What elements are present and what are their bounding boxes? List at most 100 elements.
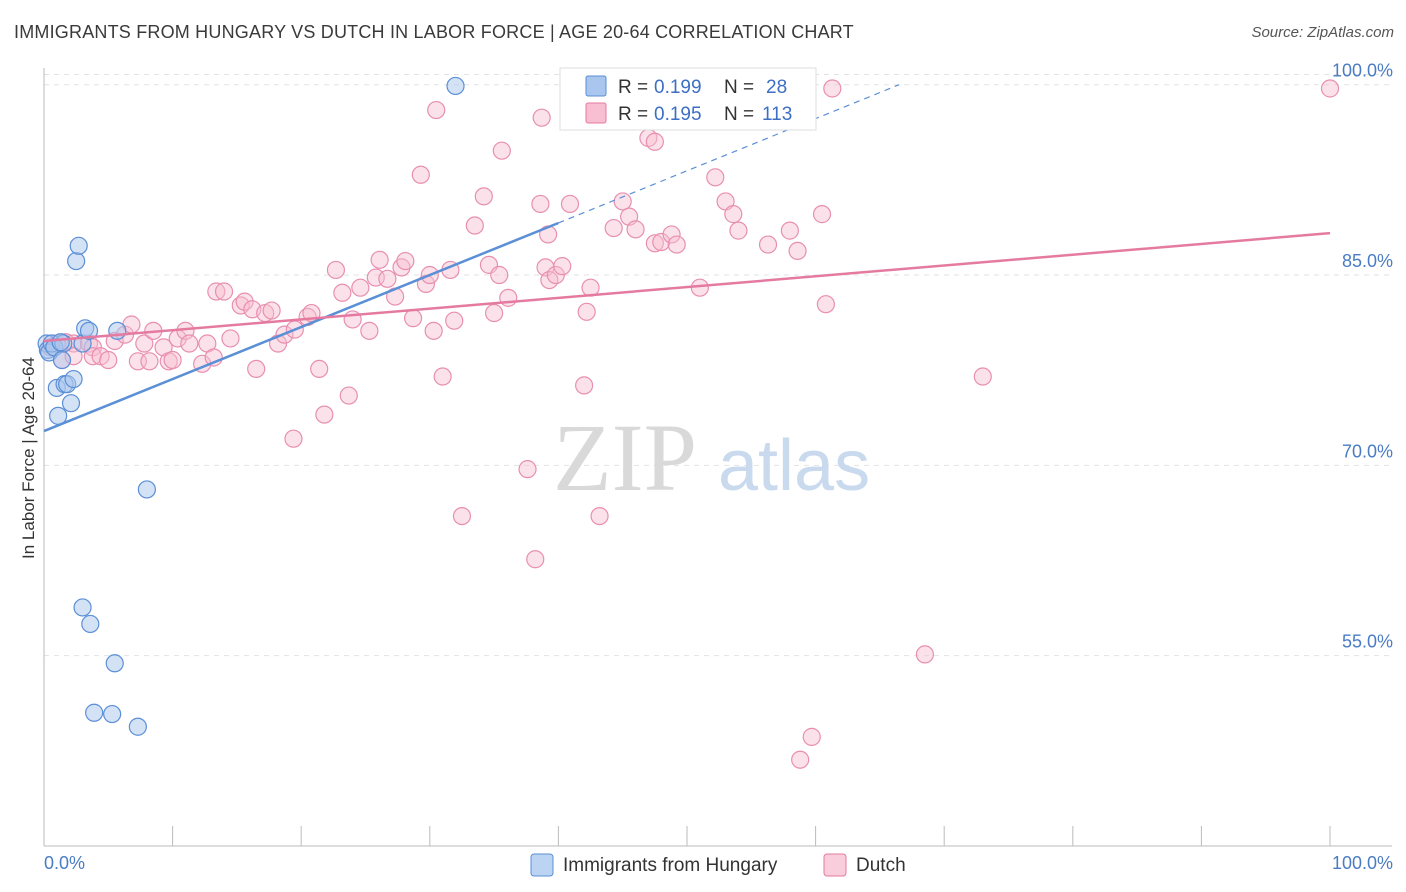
dutch-point bbox=[915, 645, 935, 664]
legend-r-value-dutch: 0.195 bbox=[654, 104, 702, 125]
hungary-points bbox=[37, 76, 465, 736]
hungary-point bbox=[61, 394, 81, 413]
dutch-point bbox=[553, 257, 572, 276]
hungary-point bbox=[108, 321, 127, 340]
dutch-point bbox=[590, 506, 609, 526]
dutch-point bbox=[1320, 79, 1340, 98]
dutch-point bbox=[452, 506, 472, 526]
dutch-point bbox=[518, 460, 537, 479]
dutch-point bbox=[490, 265, 509, 285]
legend-n-value-hungary: 28 bbox=[766, 77, 787, 98]
chart-title: IMMIGRANTS FROM HUNGARY VS DUTCH IN LABO… bbox=[14, 22, 854, 42]
dutch-point bbox=[163, 350, 182, 370]
hungary-point bbox=[69, 236, 88, 255]
dutch-point bbox=[221, 329, 240, 348]
dutch-point bbox=[333, 283, 352, 302]
dutch-point bbox=[366, 268, 385, 287]
dutch-point bbox=[424, 321, 443, 340]
dutch-point bbox=[812, 205, 832, 224]
legend-n-label-dutch: N = bbox=[724, 104, 754, 125]
dutch-point bbox=[360, 321, 379, 340]
bottom-legend-label-dutch: Dutch bbox=[856, 855, 906, 876]
legend-n-value-dutch: 113 bbox=[762, 104, 792, 125]
hungary-point bbox=[128, 717, 147, 736]
hungary-point bbox=[51, 333, 70, 352]
y-tick-label: 70.0% bbox=[1342, 441, 1393, 461]
dutch-point bbox=[474, 187, 493, 206]
dutch-point bbox=[370, 250, 389, 269]
dutch-point bbox=[83, 347, 102, 366]
legend-swatch-dutch bbox=[585, 102, 607, 124]
hungary-point bbox=[73, 598, 92, 617]
dutch-point bbox=[575, 376, 594, 395]
dutch-point bbox=[662, 225, 681, 244]
dutch-point bbox=[396, 251, 415, 271]
y-axis-label: In Labor Force | Age 20-64 bbox=[19, 357, 38, 559]
dutch-point bbox=[823, 79, 842, 98]
dutch-point bbox=[284, 429, 303, 448]
legend-n-label-hungary: N = bbox=[724, 77, 754, 98]
dutch-point bbox=[788, 241, 807, 261]
dutch-point bbox=[526, 550, 545, 569]
dutch-point bbox=[706, 168, 725, 187]
grid-lines bbox=[44, 74, 1392, 657]
dutch-point bbox=[645, 132, 664, 151]
dutch-point bbox=[445, 311, 464, 330]
dutch-point bbox=[802, 727, 821, 746]
hungary-point bbox=[52, 350, 72, 370]
dutch-point bbox=[546, 265, 565, 285]
dutch-point bbox=[99, 350, 118, 370]
hungary-point bbox=[85, 703, 104, 722]
hungary-point bbox=[64, 369, 83, 389]
dutch-point bbox=[180, 334, 199, 353]
bottom-legend-label-hungary: Immigrants from Hungary bbox=[563, 855, 778, 876]
dutch-point bbox=[433, 367, 452, 386]
dutch-point bbox=[560, 194, 580, 214]
hungary-point bbox=[105, 654, 124, 673]
watermark-atlas: atlas bbox=[718, 426, 870, 506]
dutch-point bbox=[652, 232, 671, 252]
series-legend: Immigrants from Hungary Dutch bbox=[530, 853, 906, 877]
dutch-point bbox=[427, 100, 446, 120]
dutch-point bbox=[724, 205, 743, 224]
hungary-point bbox=[67, 251, 86, 271]
dutch-point bbox=[214, 282, 234, 301]
dutch-point bbox=[465, 216, 484, 235]
hungary-point bbox=[137, 480, 156, 499]
dutch-point bbox=[973, 367, 992, 386]
dutch-point bbox=[140, 352, 159, 371]
x-tick-label-end: 100.0% bbox=[1332, 853, 1393, 873]
dutch-point bbox=[780, 221, 799, 240]
dutch-point bbox=[310, 359, 329, 379]
dutch-point bbox=[262, 301, 281, 320]
dutch-point bbox=[492, 141, 511, 160]
dutch-point bbox=[403, 309, 423, 328]
hungary-point bbox=[79, 321, 99, 340]
hungary-point bbox=[446, 76, 465, 96]
dutch-point bbox=[626, 220, 645, 239]
dutch-point bbox=[207, 282, 226, 301]
hungary-point bbox=[103, 704, 122, 724]
legend-r-label-dutch: R = bbox=[618, 104, 648, 125]
trend-lines bbox=[43, 84, 1331, 433]
dutch-point bbox=[667, 235, 686, 254]
axes: 55.0% 70.0% 85.0% 100.0% 0.0% 100.0% bbox=[43, 61, 1393, 873]
watermark-zip: ZIP bbox=[553, 404, 697, 511]
dutch-point bbox=[485, 303, 504, 323]
y-tick-label: 100.0% bbox=[1332, 61, 1393, 81]
dutch-point bbox=[816, 295, 835, 314]
dutch-point bbox=[532, 108, 551, 127]
y-tick-label: 85.0% bbox=[1342, 251, 1393, 271]
dutch-point bbox=[235, 292, 254, 311]
bottom-legend-swatch-dutch bbox=[823, 853, 847, 877]
dutch-point bbox=[531, 194, 550, 214]
dutch-point bbox=[791, 750, 810, 769]
y-tick-label: 55.0% bbox=[1342, 632, 1393, 652]
legend-r-label-hungary: R = bbox=[618, 77, 648, 98]
dutch-point bbox=[326, 260, 346, 280]
x-tick-label-start: 0.0% bbox=[44, 853, 85, 873]
dutch-point bbox=[247, 359, 266, 379]
dutch-point bbox=[339, 386, 358, 405]
dutch-points bbox=[41, 79, 1340, 769]
legend-swatch-hungary bbox=[585, 75, 607, 97]
